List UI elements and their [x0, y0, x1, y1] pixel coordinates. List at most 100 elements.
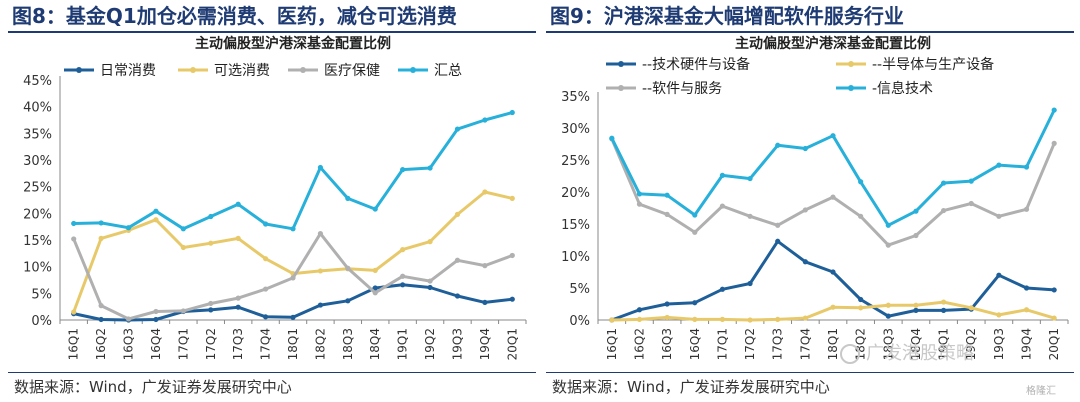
legend-label: 日常消费 [100, 63, 156, 79]
data-point [719, 172, 726, 178]
data-point [1051, 315, 1057, 321]
y-tick-label: 0% [31, 314, 52, 329]
data-point [208, 307, 214, 313]
x-tick-label: 19Q2 [423, 328, 437, 360]
y-tick-label: 40% [23, 101, 52, 116]
watermark-text: 广发港股策略 [866, 343, 974, 364]
x-tick-label: 17Q4 [259, 328, 273, 360]
data-point [372, 267, 378, 273]
x-tick-label: 16Q1 [67, 328, 81, 360]
data-point [427, 239, 433, 245]
x-tick-label: 20Q1 [1047, 328, 1061, 360]
data-point [692, 212, 698, 218]
data-point [208, 300, 214, 307]
data-point [885, 302, 891, 308]
legend-label: 可选消费 [214, 63, 270, 79]
data-point [427, 284, 433, 291]
data-point [913, 232, 919, 239]
data-point [454, 211, 461, 217]
x-tick-label: 17Q3 [231, 328, 245, 360]
x-tick-label: 17Q3 [771, 328, 785, 360]
data-point [664, 211, 670, 217]
x-tick-label: 17Q4 [798, 328, 812, 360]
data-point [775, 142, 781, 148]
watermark: 广发港股策略 [840, 340, 1070, 368]
y-tick-label: 35% [561, 90, 590, 105]
data-point [996, 312, 1002, 318]
data-point [940, 180, 947, 186]
data-point [345, 298, 351, 304]
legend-label: --软件与服务 [642, 81, 722, 97]
data-point [509, 252, 515, 259]
y-tick-label: 30% [561, 122, 590, 137]
line-chart: 主动偏股型沪港深基金配置比例 0% 5% 10% 15% 20% 25% 30% 35% 16Q1… [561, 35, 1069, 360]
figure-8-panel: 图8：基金Q1加仓必需消费、医药，减仓可选消费 主动偏股型沪港深基金配置比例 0%… [8, 0, 536, 402]
data-point [913, 208, 919, 214]
data-point [1023, 206, 1030, 212]
x-tick-label: 18Q2 [313, 328, 327, 360]
x-tick-label: 18Q1 [286, 328, 300, 360]
data-point [1023, 285, 1030, 291]
title-rule [546, 31, 1074, 33]
data-point [968, 200, 974, 207]
data-point [125, 316, 132, 322]
chart-title: 主动偏股型沪港深基金配置比例 [195, 35, 391, 52]
data-point [345, 265, 351, 271]
x-tick-label: 16Q1 [605, 328, 619, 360]
data-point [427, 278, 433, 284]
data-point [664, 192, 670, 198]
data-point [98, 316, 104, 323]
x-tick-label: 18Q3 [341, 328, 355, 360]
source-rule [8, 372, 536, 373]
y-tick-label: 10% [561, 250, 590, 265]
legend-marker-dot [410, 67, 416, 73]
data-point [609, 135, 615, 141]
data-point [747, 213, 753, 219]
title-rule [8, 31, 536, 33]
y-tick-label: 20% [561, 186, 590, 201]
series-line [610, 138, 1056, 247]
data-point [208, 213, 214, 220]
data-point [747, 175, 753, 182]
data-point [692, 316, 698, 322]
y-tick-label: 25% [23, 181, 52, 196]
data-point [262, 256, 269, 262]
data-point [719, 203, 726, 209]
data-point [235, 235, 241, 241]
data-point [290, 275, 296, 281]
legend-label: --半导体与生产设备 [872, 56, 994, 73]
x-tick-label: 19Q1 [937, 328, 951, 360]
data-point [858, 296, 864, 303]
x-tick-label: 18Q3 [881, 328, 895, 360]
data-point [885, 242, 891, 248]
y-tick-label: 45% [23, 74, 52, 89]
data-point [1023, 307, 1030, 313]
data-point [71, 236, 77, 242]
data-point [636, 307, 643, 313]
data-point [180, 308, 186, 314]
legend-label: 医疗保健 [324, 63, 380, 79]
data-point [1051, 287, 1057, 293]
data-point [290, 314, 296, 320]
data-point [509, 109, 515, 116]
x-tick-label: 18Q4 [909, 328, 923, 360]
data-point [427, 165, 433, 171]
x-tick-label: 16Q3 [660, 328, 674, 360]
data-point [996, 162, 1002, 168]
series-line [73, 111, 513, 231]
data-point [775, 238, 781, 244]
legend-marker-dot [848, 85, 854, 91]
data-point [830, 269, 836, 275]
data-point [235, 201, 241, 207]
data-point [940, 207, 947, 214]
data-point [802, 145, 808, 152]
data-point [262, 286, 269, 292]
data-point [664, 314, 670, 321]
data-point [858, 179, 864, 185]
data-point [968, 178, 974, 184]
data-point [317, 231, 324, 237]
data-point [509, 296, 515, 302]
chart-title: 主动偏股型沪港深基金配置比例 [735, 35, 931, 52]
figure-9-panel: 图9：沪港深基金大幅增配软件服务行业 主动偏股型沪港深基金配置比例 0% 5% 10%… [546, 0, 1074, 402]
data-point [180, 244, 186, 251]
